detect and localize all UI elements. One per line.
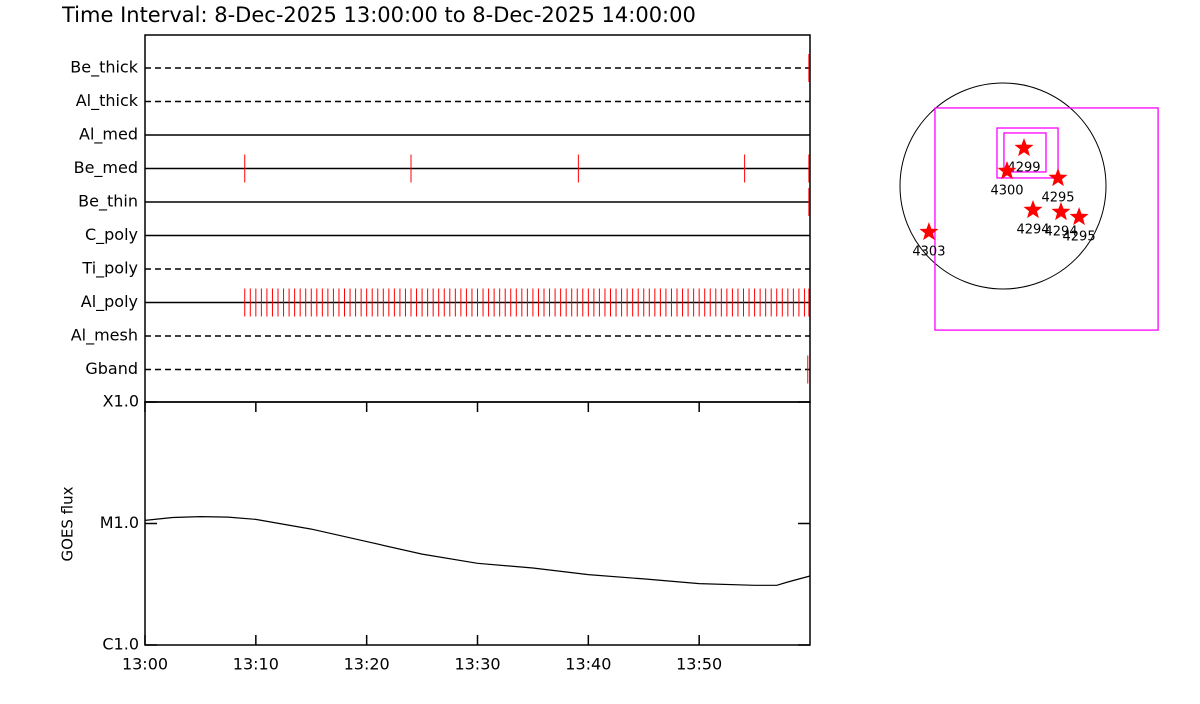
row-label: Gband	[85, 359, 138, 378]
x-tick-label: 13:30	[454, 655, 500, 674]
region-star	[1051, 202, 1071, 221]
goes-curve	[144, 515, 811, 586]
chart-title: Time Interval: 8-Dec-2025 13:00:00 to 8-…	[61, 3, 696, 27]
region-label: 4294	[1044, 224, 1077, 239]
row-label: Be_med	[74, 158, 138, 178]
row-label: Al_mesh	[71, 326, 138, 346]
region-label: 4299	[1007, 160, 1040, 175]
fov-box	[996, 127, 1059, 179]
region-star	[919, 222, 939, 241]
y-tick-label: X1.0	[103, 392, 139, 411]
fov-box	[934, 107, 1159, 331]
row-label: Al_poly	[81, 292, 138, 312]
x-tick-label: 13:00	[122, 655, 168, 674]
region-star	[1048, 168, 1068, 187]
region-star	[1023, 200, 1043, 219]
solar-disk	[899, 82, 1107, 290]
x-tick-label: 13:50	[676, 655, 722, 674]
fov-box	[1003, 132, 1047, 173]
row-label: Be_thin	[78, 192, 138, 212]
row-label: Be_thick	[70, 58, 138, 78]
x-tick-label: 13:10	[233, 655, 279, 674]
region-star	[997, 161, 1017, 180]
x-tick-label: 13:20	[344, 655, 390, 674]
timeline-frame	[144, 34, 811, 403]
region-star	[1069, 207, 1089, 226]
region-star	[1014, 138, 1034, 157]
region-label: 4295	[1041, 190, 1074, 205]
goes-frame	[144, 401, 811, 646]
region-label: 4295	[1063, 230, 1096, 245]
region-label: 4303	[912, 245, 945, 260]
row-label: Ti_poly	[81, 259, 138, 279]
row-label: C_poly	[85, 225, 138, 245]
y-tick-label: M1.0	[100, 513, 139, 532]
row-label: Al_thick	[76, 91, 139, 111]
region-label: 4294	[1016, 222, 1049, 237]
y-tick-label: C1.0	[102, 635, 139, 654]
x-tick-label: 13:40	[565, 655, 611, 674]
row-label: Al_med	[79, 125, 138, 145]
region-label: 4300	[990, 183, 1023, 198]
y-axis-label: GOES flux	[59, 486, 77, 561]
